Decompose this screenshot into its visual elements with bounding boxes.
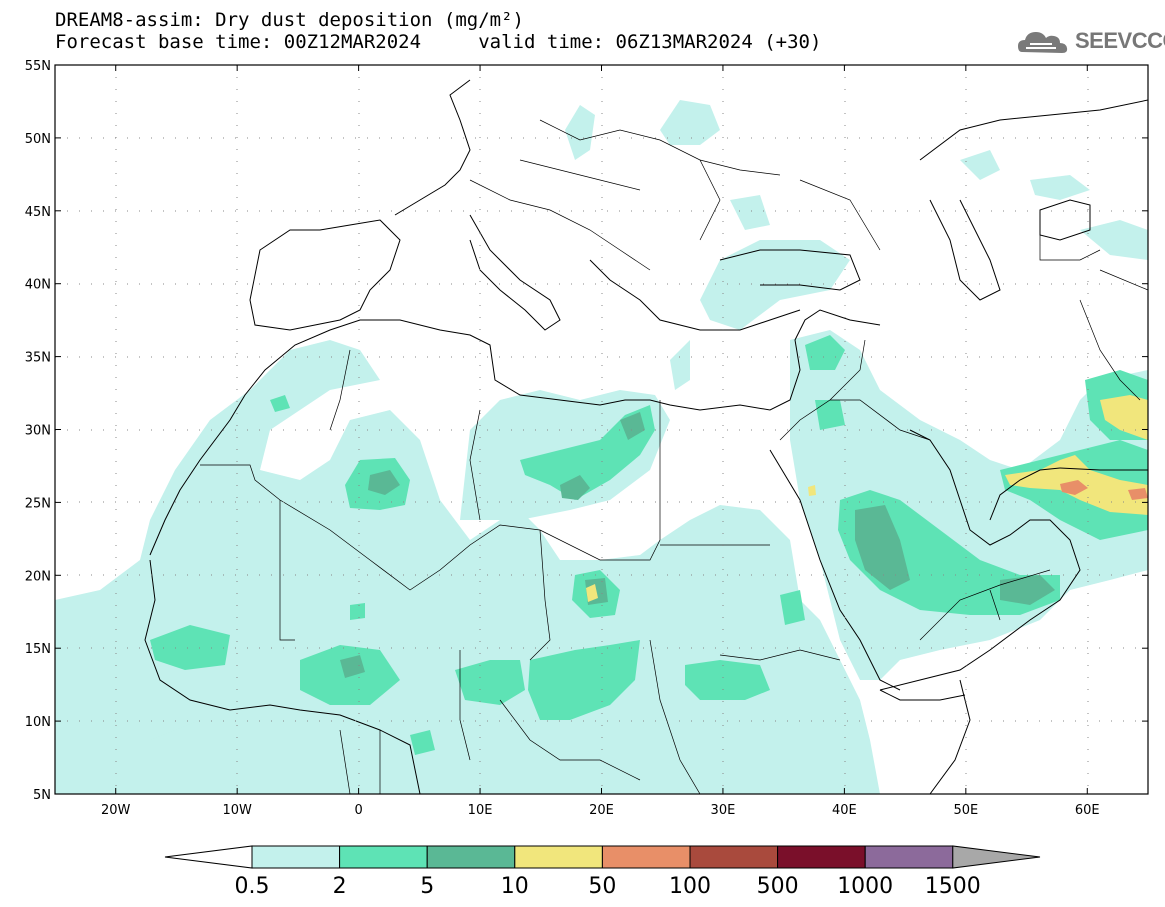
lat-tick-label: 40N: [25, 278, 51, 293]
dust-level-3-areas: [340, 412, 1055, 678]
lon-tick-label: 60E: [1075, 803, 1100, 818]
colorbar-swatch: [339, 845, 428, 869]
lon-tick-label: 0: [354, 803, 362, 818]
colorbar-swatch: [426, 845, 516, 869]
colorbar-label: 1500: [925, 874, 981, 899]
lon-tick-label: 20W: [101, 803, 131, 818]
latitude-ticks: 55N 50N 45N 40N 35N 30N 25N 20N 15N 10N 5N: [25, 59, 1148, 803]
dust-level-5-areas: [1060, 480, 1148, 500]
lat-tick-label: 25N: [25, 496, 51, 511]
lon-tick-label: 50E: [953, 803, 978, 818]
colorbar-label: 100: [669, 874, 711, 899]
logo-text: SEEVCCC: [1075, 28, 1165, 53]
colorbar-swatch: [777, 845, 866, 869]
colorbar-swatch: [514, 845, 603, 869]
colorbar-label: 10: [501, 874, 529, 899]
colorbar-swatch: [864, 845, 954, 869]
lat-tick-label: 30N: [25, 424, 51, 439]
cloud-logo-icon: [1018, 32, 1068, 53]
colorbar-label: 5: [420, 874, 434, 899]
lon-tick-label: 20E: [589, 803, 614, 818]
colorbar-under-arrow: [164, 845, 253, 869]
lat-tick-label: 20N: [25, 569, 51, 584]
coastlines: [144, 79, 1148, 794]
colorbar-label: 0.5: [235, 874, 270, 899]
colorbar-label: 50: [588, 874, 616, 899]
lat-tick-label: 50N: [25, 132, 51, 147]
colorbar-label: 500: [757, 874, 799, 899]
lat-tick-label: 5N: [33, 788, 51, 803]
lon-tick-label: 10W: [222, 803, 252, 818]
dust-level-2-areas: [150, 335, 1148, 755]
colorbar-swatch: [601, 845, 691, 869]
lon-tick-label: 10E: [468, 803, 493, 818]
longitude-ticks: 20W 10W 0 10E 20E 30E 40E 50E 60E: [101, 65, 1100, 818]
lat-tick-label: 10N: [25, 715, 51, 730]
colorbar-over-arrow: [952, 845, 1041, 869]
lat-tick-label: 55N: [25, 59, 51, 74]
map-title: DREAM8-assim: Dry dust deposition (mg/m²…: [55, 9, 524, 31]
lon-tick-label: 30E: [711, 803, 736, 818]
country-borders: [200, 119, 1148, 794]
colorbar-swatch: [689, 845, 779, 869]
lon-tick-label: 40E: [832, 803, 857, 818]
colorbar-label: 1000: [837, 874, 893, 899]
lat-tick-label: 35N: [25, 351, 51, 366]
lat-tick-label: 45N: [25, 205, 51, 220]
forecast-time-line: Forecast base time: 00Z12MAR2024 valid t…: [55, 31, 822, 53]
colorbar-swatch: [251, 845, 341, 869]
lat-tick-label: 15N: [25, 642, 51, 657]
colorbar-label: 2: [333, 874, 347, 899]
